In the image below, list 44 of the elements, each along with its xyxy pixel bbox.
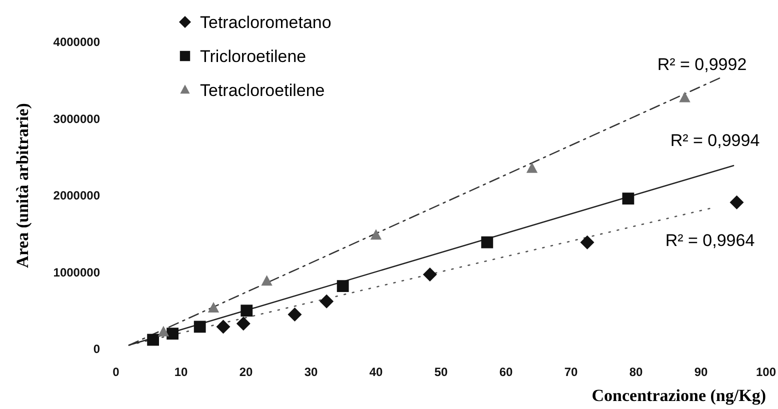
x-tick-label: 70 [564,365,578,379]
legend-label: Tetraclorometano [200,12,332,32]
point [166,328,178,340]
point [236,316,250,331]
x-tick-label: 40 [369,365,383,379]
point [194,320,206,333]
legend-label: Tricloroetilene [200,46,306,66]
x-tick-label: 90 [694,365,708,379]
annotation: R² = 0,9994 [670,130,760,150]
annotation: R² = 0,9992 [657,54,747,74]
point [261,275,272,286]
x-tick-label: 30 [304,365,318,379]
y-tick-label: 2000000 [53,188,100,203]
y-tick-label: 1000000 [53,265,100,280]
annotation: R² = 0,9964 [665,230,755,250]
legend-label: Tetracloroetilene [200,80,325,100]
point [336,280,349,292]
point [526,162,538,173]
point [370,229,382,240]
x-tick-label: 80 [629,365,643,379]
point [216,320,230,334]
point [622,192,634,205]
x-tick-label: 0 [112,365,120,379]
y-tick-label: 4000000 [53,35,100,50]
point [147,334,159,346]
x-tick-label: 10 [174,365,188,379]
point [288,307,302,322]
y-tick-label: 3000000 [53,112,100,126]
point [422,268,437,282]
point [679,92,690,102]
y-tick-label: 0 [93,342,100,356]
point [730,195,744,210]
point [481,236,494,248]
point [208,302,220,313]
x-tick-label: 20 [239,365,253,379]
x-tick-label: 100 [756,365,776,379]
point [240,304,253,317]
point [320,294,334,308]
y-axis-title: Area (unità arbitrarie) [13,103,32,268]
x-axis-title: Concentrazione (ng/Kg) [592,386,766,405]
point [580,235,594,250]
x-tick-label: 50 [434,365,448,379]
point [158,326,170,336]
x-tick-label: 60 [499,365,513,379]
